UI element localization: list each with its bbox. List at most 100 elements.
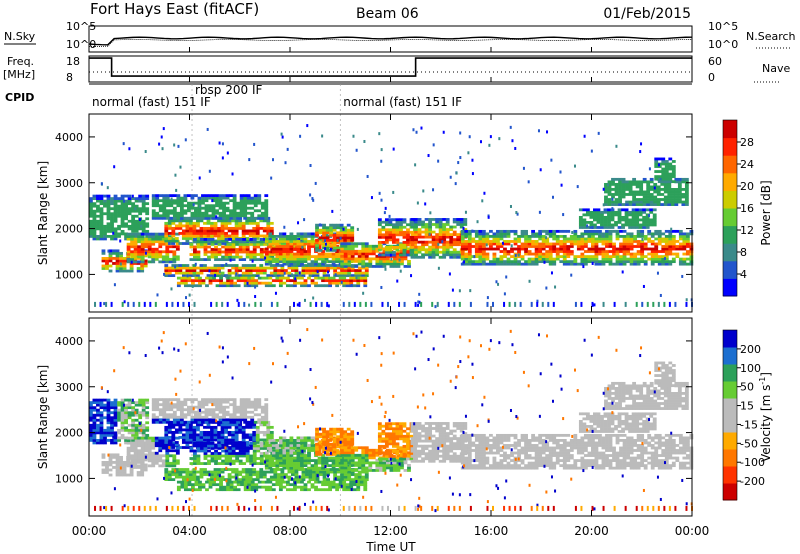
echo-cell	[174, 423, 179, 427]
echo-cell	[151, 439, 156, 443]
echo-cell	[488, 245, 493, 248]
echo-cell	[628, 218, 632, 222]
echo-cell	[371, 265, 376, 268]
echo-cell	[503, 260, 507, 264]
echo-cell	[583, 262, 588, 266]
echo-cell	[99, 207, 104, 211]
echo-cell	[145, 209, 150, 213]
echo-cell	[661, 170, 666, 173]
echo-cell	[654, 242, 659, 246]
echo-cell	[232, 204, 237, 208]
echo-cell	[534, 235, 539, 238]
echo-cell	[154, 436, 159, 440]
echo-speck	[363, 139, 366, 143]
echo-cell	[689, 250, 694, 253]
echo-cell	[685, 245, 690, 248]
echo-cell	[467, 262, 472, 266]
echo-cell	[92, 214, 97, 218]
echo-cell	[218, 398, 223, 402]
echo-cell	[219, 276, 223, 280]
echo-cell	[122, 463, 127, 467]
echo-cell	[144, 436, 149, 440]
echo-cell	[338, 279, 343, 283]
echo-cell	[328, 281, 333, 285]
echo-cell	[668, 250, 673, 253]
echo-cell	[614, 177, 619, 181]
echo-cell	[165, 451, 170, 455]
echo-cell	[92, 229, 97, 233]
echo-cell	[243, 204, 248, 208]
echo-cell	[119, 267, 123, 270]
echo-cell	[92, 224, 97, 228]
echo-cell	[621, 208, 625, 212]
echo-cell	[122, 259, 127, 263]
echo-speck	[280, 132, 283, 136]
echo-cell	[201, 279, 206, 283]
echo-cell	[188, 219, 193, 223]
echo-cell	[222, 216, 226, 220]
echo-cell	[681, 200, 686, 204]
echo-cell	[492, 255, 497, 258]
echo-cell	[138, 212, 143, 216]
echo-cell	[151, 408, 156, 412]
echo-cell	[217, 444, 222, 448]
echo-cell	[229, 415, 234, 419]
echo-cell	[113, 418, 118, 422]
echo-cell	[402, 218, 407, 222]
echo-cell	[664, 255, 669, 258]
echo-cell	[393, 257, 397, 261]
echo-cell	[185, 423, 190, 427]
echo-speck	[602, 187, 605, 191]
echo-cell	[303, 232, 308, 236]
echo-cell	[196, 250, 201, 254]
echo-cell	[124, 413, 128, 417]
echo-cell	[190, 201, 195, 205]
echo-cell	[136, 262, 141, 265]
echo-cell	[204, 398, 209, 402]
echo-cell	[677, 182, 682, 186]
echo-cell	[158, 232, 163, 236]
echo-cell	[204, 418, 209, 422]
echo-cell	[520, 229, 525, 233]
echo-cell	[653, 195, 658, 199]
echo-cell	[250, 410, 255, 414]
echo-cell	[134, 214, 139, 218]
echo-speck	[380, 159, 383, 163]
echo-cell	[357, 242, 362, 246]
echo-cell	[103, 235, 107, 238]
echo-cell	[220, 224, 225, 228]
echo-cell	[474, 232, 479, 236]
echo-cell	[172, 255, 177, 259]
echo-cell	[517, 240, 521, 243]
echo-cell	[129, 269, 134, 273]
echo-cell	[322, 226, 326, 230]
echo-cell	[600, 210, 604, 214]
echo-cell	[307, 262, 311, 266]
echo-cell	[608, 235, 613, 238]
echo-cell	[203, 226, 207, 230]
echo-cell	[585, 226, 590, 229]
echo-cell	[124, 406, 128, 410]
echo-cell	[165, 415, 170, 419]
echo-cell	[222, 209, 226, 213]
echo-cell	[96, 219, 100, 223]
echo-cell	[245, 443, 250, 447]
echo-cell	[264, 403, 269, 407]
echo-cell	[176, 276, 181, 280]
echo-cell	[220, 438, 225, 442]
echo-cell	[151, 400, 156, 404]
echo-cell	[622, 257, 627, 261]
echo-cell	[231, 240, 236, 244]
echo-cell	[264, 281, 269, 285]
echo-cell	[197, 418, 202, 422]
echo-cell	[161, 250, 166, 254]
echo-cell	[321, 276, 325, 280]
echo-cell	[238, 245, 243, 249]
echo-cell	[115, 251, 120, 255]
echo-cell	[618, 200, 622, 204]
echo-cell	[99, 214, 104, 218]
echo-cell	[168, 235, 173, 239]
echo-cell	[99, 194, 104, 198]
echo-cell	[377, 228, 382, 232]
echo-cell	[343, 244, 348, 248]
